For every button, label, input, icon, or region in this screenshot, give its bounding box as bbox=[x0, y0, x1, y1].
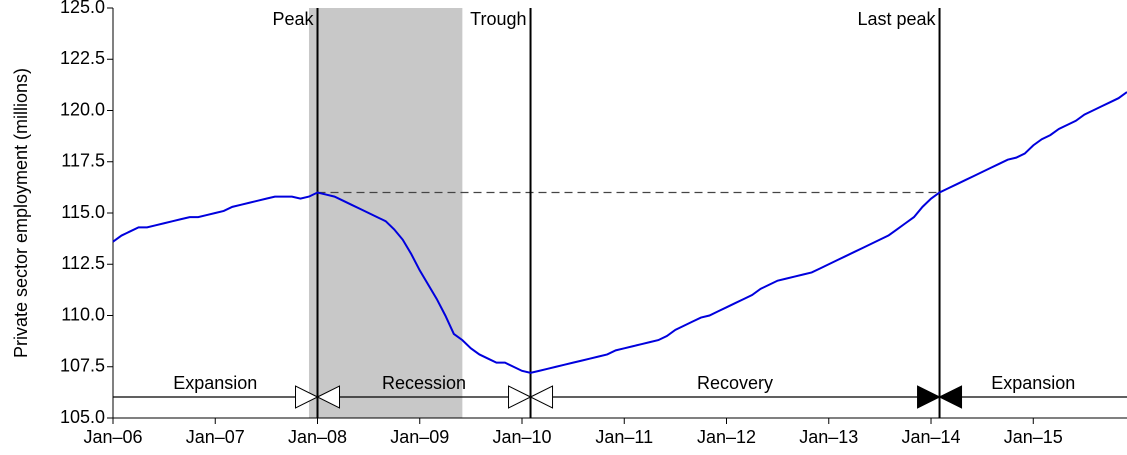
x-tick-label: Jan–15 bbox=[1004, 427, 1063, 447]
employment-line bbox=[112, 91, 1127, 374]
y-tick-label: 105.0 bbox=[60, 407, 105, 427]
phase-label: Expansion bbox=[991, 373, 1075, 393]
y-tick-label: 115.0 bbox=[61, 202, 105, 222]
phase-label: Recession bbox=[382, 373, 466, 393]
event-marker bbox=[917, 385, 963, 409]
event-label: Trough bbox=[470, 9, 526, 29]
x-tick-label: Jan–12 bbox=[697, 427, 756, 447]
y-tick-label: 125.0 bbox=[60, 0, 105, 17]
x-tick-label: Jan–14 bbox=[901, 427, 960, 447]
event-label: Last peak bbox=[857, 9, 936, 29]
phase-label: Expansion bbox=[173, 373, 257, 393]
y-tick-label: 107.5 bbox=[60, 356, 105, 376]
phase-label: Recovery bbox=[697, 373, 773, 393]
event-marker bbox=[508, 385, 554, 409]
y-tick-label: 112.5 bbox=[61, 253, 105, 273]
recession-shade bbox=[308, 8, 463, 418]
x-tick-label: Jan–11 bbox=[595, 427, 653, 447]
x-tick-label: Jan–07 bbox=[186, 427, 245, 447]
event-marker bbox=[295, 385, 341, 409]
x-tick-label: Jan–10 bbox=[492, 427, 551, 447]
y-tick-label: 122.5 bbox=[60, 48, 105, 68]
y-tick-label: 110.0 bbox=[61, 304, 105, 324]
x-tick-label: Jan–09 bbox=[390, 427, 449, 447]
x-tick-label: Jan–08 bbox=[288, 427, 347, 447]
y-tick-label: 120.0 bbox=[60, 99, 105, 119]
y-tick-label: 117.5 bbox=[61, 151, 105, 171]
y-axis-label: Private sector employment (millions) bbox=[11, 68, 31, 358]
x-tick-label: Jan–06 bbox=[83, 427, 142, 447]
x-tick-label: Jan–13 bbox=[799, 427, 858, 447]
event-label: Peak bbox=[272, 9, 314, 29]
